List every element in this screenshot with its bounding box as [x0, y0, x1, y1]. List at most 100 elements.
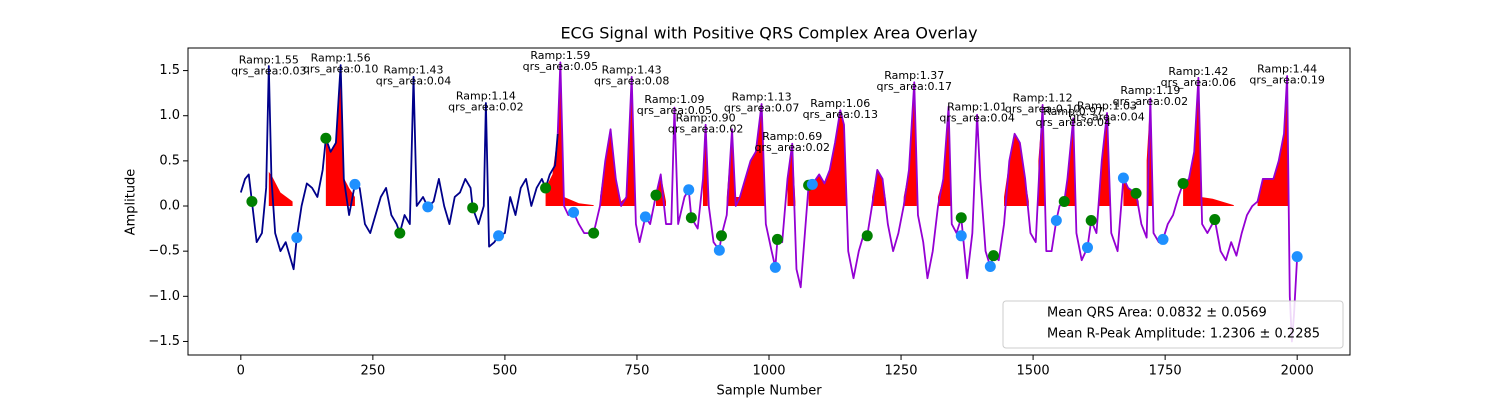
annotation-ramp: Ramp:0.90	[676, 111, 736, 124]
point	[394, 227, 406, 239]
annotation-area: qrs_area:0.10	[303, 63, 378, 76]
point	[291, 232, 303, 244]
annotation-ramp: Ramp:1.01	[947, 100, 1007, 113]
point	[1081, 242, 1093, 254]
annotation-area: qrs_area:0.06	[1161, 76, 1236, 89]
point	[588, 227, 600, 239]
annotation-ramp: Ramp:1.55	[239, 53, 299, 66]
qrs-area	[702, 124, 708, 207]
qrs-area	[599, 76, 635, 207]
y-tick-label: −0.5	[148, 244, 180, 259]
annotation-ramp: Ramp:1.37	[884, 69, 944, 82]
annotation-area: qrs_area:0.13	[803, 108, 878, 121]
annotation-ramp: Ramp:1.43	[602, 63, 662, 76]
point	[715, 230, 727, 242]
stats-text: Mean QRS Area: 0.0832 ± 0.0569	[1047, 306, 1267, 321]
point	[1209, 214, 1221, 226]
point	[493, 230, 505, 242]
x-tick-label: 2000	[1281, 364, 1314, 379]
point	[349, 178, 361, 190]
point	[246, 196, 258, 207]
qrs-area	[808, 110, 848, 207]
annotation-ramp: Ramp:1.43	[384, 63, 444, 76]
point	[1117, 172, 1129, 184]
point	[467, 202, 479, 214]
annotation-area: qrs_area:0.07	[724, 101, 799, 114]
annotation-area: qrs_area:0.19	[1249, 74, 1324, 87]
annotation-ramp: Ramp:1.42	[1168, 65, 1228, 78]
chart-title: ECG Signal with Positive QRS Complex Are…	[560, 24, 977, 43]
stats-text: Mean R-Peak Amplitude: 1.2306 ± 0.2285	[1047, 327, 1320, 342]
qrs-area	[726, 103, 765, 207]
point	[422, 201, 434, 213]
annotation-ramp: Ramp:1.13	[732, 90, 792, 103]
qrs-area	[903, 82, 917, 207]
plot-area	[239, 61, 1303, 343]
point	[806, 178, 818, 190]
annotation-area: qrs_area:0.02	[448, 101, 523, 114]
y-tick-label: −1.5	[148, 334, 180, 349]
qrs-area	[938, 106, 952, 207]
y-tick-label: −1.0	[148, 289, 180, 304]
qrs-area	[1004, 133, 1029, 207]
qrs-area	[325, 65, 355, 207]
x-tick-label: 0	[237, 364, 245, 379]
point	[568, 206, 580, 218]
annotation-area: qrs_area:0.10	[1005, 102, 1080, 115]
annotation-ramp: Ramp:1.14	[456, 90, 516, 103]
annotation-area: qrs_area:0.08	[594, 74, 669, 87]
annotation-ramp: Ramp:1.59	[530, 49, 590, 62]
annotation-ramp: Ramp:1.44	[1257, 63, 1317, 76]
y-tick-label: 1.5	[159, 63, 180, 78]
annotation-area: qrs_area:0.04	[376, 74, 451, 87]
annotation-ramp: Ramp:1.06	[810, 97, 870, 110]
annotation-area: qrs_area:0.02	[668, 122, 743, 135]
annotation-ramp: Ramp:0.69	[762, 130, 822, 143]
point	[713, 244, 725, 256]
annotation-area: qrs_area:0.02	[1113, 95, 1188, 108]
point	[1085, 214, 1097, 226]
annotation-area: qrs_area:0.04	[1069, 111, 1144, 124]
point	[987, 250, 999, 262]
qrs-area	[545, 62, 594, 207]
y-tick-label: 1.0	[159, 108, 180, 123]
x-tick-label: 750	[625, 364, 650, 379]
annotation-ramp: Ramp:1.12	[1013, 91, 1073, 104]
x-tick-label: 1250	[884, 364, 917, 379]
point	[1130, 187, 1142, 199]
point	[1050, 214, 1062, 226]
annotation-ramp: Ramp:1.09	[644, 93, 704, 106]
x-axis-label: Sample Number	[716, 384, 822, 399]
point	[320, 132, 332, 144]
annotation-ramp: Ramp:1.56	[311, 52, 371, 65]
qrs-area	[268, 171, 293, 207]
point	[1058, 196, 1070, 207]
point	[685, 212, 697, 224]
y-tick-label: 0.5	[159, 153, 180, 168]
point	[1177, 177, 1189, 189]
point	[639, 211, 651, 223]
point	[769, 261, 781, 273]
annotation-area: qrs_area:0.04	[1035, 116, 1110, 129]
qrs-area	[1183, 77, 1234, 207]
point	[1157, 233, 1169, 245]
point	[955, 230, 967, 242]
annotation-ramp: Ramp:0.97	[1043, 105, 1103, 118]
point	[955, 212, 967, 224]
point	[650, 189, 662, 201]
annotation-ramp: Ramp:1.03	[1077, 100, 1137, 113]
x-tick-label: 1750	[1149, 364, 1182, 379]
x-tick-label: 1000	[752, 364, 785, 379]
annotation-area: qrs_area:0.02	[755, 141, 830, 154]
point	[683, 184, 695, 196]
annotation-area: qrs_area:0.03	[231, 64, 306, 77]
point	[1291, 251, 1303, 263]
x-tick-label: 500	[492, 364, 517, 379]
point	[984, 261, 996, 273]
annotation-ramp: Ramp:1.19	[1120, 84, 1180, 97]
point	[540, 182, 552, 194]
x-tick-label: 1500	[1017, 364, 1050, 379]
point	[861, 230, 873, 242]
